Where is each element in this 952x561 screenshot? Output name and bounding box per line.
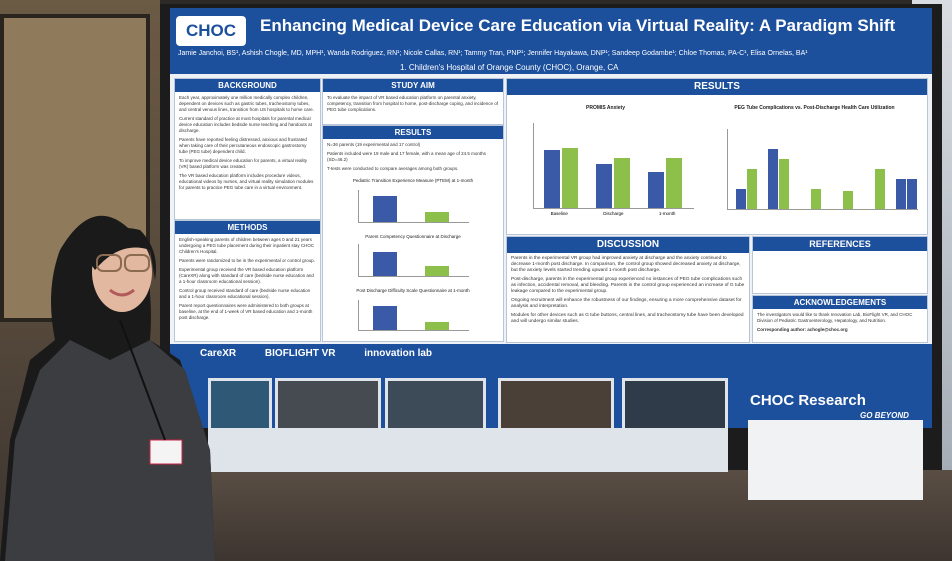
promis-bar — [614, 158, 630, 208]
innovation-lab-logo: innovation lab — [364, 348, 433, 359]
background-bullet: Each year, approximately one million med… — [179, 95, 314, 112]
promis-anxiety-chart: PROMIS Anxiety Baseline Discharge 1-mont… — [513, 105, 698, 225]
peg-bar — [811, 189, 821, 209]
poster-bottom-row — [208, 428, 728, 472]
competency-chart: Parent Competency Questionnaire at Disch… — [338, 234, 488, 284]
competency-bar-control — [425, 266, 449, 276]
background-bullet: To improve medical device education for … — [179, 158, 308, 169]
peg-bar — [896, 179, 906, 209]
poster-affiliation: 1. Children's Hospital of Orange County … — [400, 63, 619, 72]
promis-bar — [666, 158, 682, 208]
peg-bar — [747, 169, 757, 209]
difficulty-bar-control — [425, 322, 449, 330]
difficulty-bar-experimental — [373, 306, 397, 330]
promis-x-label: Discharge — [603, 211, 624, 216]
results-right-heading: RESULTS — [507, 79, 927, 95]
results-right-panel: RESULTS PROMIS Anxiety Baseline Discharg… — [506, 78, 928, 235]
choc-logo: CHOC — [176, 16, 246, 46]
promis-x-label: 1-month — [658, 211, 676, 216]
difficulty-chart-title: Post Discharge Difficulty Scale Question… — [356, 288, 470, 293]
background-bullet: The VR based education platform includes… — [179, 173, 314, 190]
research-poster: CHOC Enhancing Medical Device Care Educa… — [170, 8, 932, 428]
difficulty-chart: Post Discharge Difficulty Scale Question… — [338, 288, 488, 338]
methods-bullet: English-speaking parents of children bet… — [179, 237, 315, 254]
promis-bar — [562, 148, 578, 208]
peg-chart-title: PEG Tube Complications vs. Post-Discharg… — [734, 105, 895, 111]
peg-bar — [843, 191, 853, 209]
promis-bar — [648, 172, 664, 208]
ptem-bar-experimental — [373, 196, 397, 222]
vr-screenshot-5 — [622, 378, 728, 428]
promis-x-label: Baseline — [550, 211, 568, 216]
acknowledgements-panel: ACKNOWLEDGEMENTS The investigators would… — [752, 295, 928, 343]
results-bullet: Patients included were 19 male and 17 fe… — [327, 151, 486, 162]
background-panel: BACKGROUND Each year, approximately one … — [174, 78, 321, 220]
study-aim-panel: STUDY AIM To evaluate the impact of VR b… — [322, 78, 504, 125]
competency-bar-experimental — [373, 252, 397, 276]
vr-screenshot-4 — [498, 378, 614, 428]
methods-bullet: Experimental group received the VR based… — [179, 267, 314, 284]
acknowledgements-contact: Corresponding author: achogle@choc.org — [757, 327, 848, 332]
poster-header: CHOC Enhancing Medical Device Care Educa… — [170, 8, 932, 74]
competency-chart-title: Parent Competency Questionnaire at Disch… — [365, 234, 461, 239]
discussion-bullet: Modules for other devices such as G tube… — [511, 313, 744, 324]
bioflightvr-logo: BIOFLIGHT VR — [264, 348, 336, 359]
peg-bar — [875, 169, 885, 209]
methods-panel: METHODS English-speaking parents of chil… — [174, 220, 321, 342]
discussion-bullet: Parents in the experimental VR group had… — [511, 256, 741, 273]
discussion-bullet: Post-discharge, parents in the experimen… — [511, 277, 745, 294]
methods-bullet: Parent report questionnaires were admini… — [179, 303, 313, 320]
ptem-chart: Pediatric Transition Experience Measure … — [338, 178, 488, 230]
choc-research-tagline: GO BEYOND — [860, 411, 909, 420]
presenter-person — [0, 215, 215, 561]
references-panel: REFERENCES — [752, 236, 928, 294]
peg-bar — [736, 189, 746, 209]
vr-screenshot-1 — [208, 378, 272, 428]
partner-logos: CareXR BIOFLIGHT VR innovation lab — [200, 348, 458, 359]
background-bullet: Parents have reported feeling distressed… — [179, 137, 307, 154]
discussion-panel: DISCUSSION Parents in the experimental V… — [506, 236, 750, 343]
results-left-panel: RESULTS N=36 parents (19 experimental an… — [322, 125, 504, 342]
background-heading: BACKGROUND — [175, 79, 320, 92]
background-bullet: Current standard of practice at most hos… — [179, 116, 312, 133]
methods-bullet: Parents were randomized to be in the exp… — [179, 258, 315, 263]
vr-headset-photo — [748, 420, 923, 500]
study-aim-text: To evaluate the impact of VR based educa… — [327, 95, 499, 112]
results-heading: RESULTS — [323, 126, 503, 139]
promis-bar — [596, 164, 612, 208]
methods-bullet: Control group received standard of care … — [179, 288, 311, 299]
results-bullet: N=36 parents (19 experimental and 17 con… — [327, 142, 421, 147]
vr-screenshot-2 — [275, 378, 381, 428]
peg-complications-chart: PEG Tube Complications vs. Post-Discharg… — [707, 105, 922, 225]
vr-screenshot-3 — [385, 378, 486, 428]
peg-bar — [768, 149, 778, 209]
choc-research-logo: CHOC Research — [750, 392, 866, 409]
promis-chart-title: PROMIS Anxiety — [586, 105, 625, 111]
results-bullet: T-tests were conducted to compare averag… — [327, 166, 459, 171]
poster-authors: Jamie Janchoi, BS¹, Ashish Chogle, MD, M… — [178, 50, 808, 57]
references-heading: REFERENCES — [753, 237, 927, 251]
ptem-chart-title: Pediatric Transition Experience Measure … — [352, 178, 474, 183]
study-aim-heading: STUDY AIM — [323, 79, 503, 92]
discussion-bullet: Ongoing recruitment will enhance the rob… — [511, 298, 742, 309]
peg-bar — [907, 179, 917, 209]
poster-title: Enhancing Medical Device Care Education … — [260, 16, 896, 35]
acknowledgements-heading: ACKNOWLEDGEMENTS — [753, 296, 927, 309]
carexr-logo: CareXR — [200, 348, 237, 359]
discussion-heading: DISCUSSION — [507, 237, 749, 253]
peg-bar — [779, 159, 789, 209]
acknowledgements-text: The investigators would like to thank In… — [757, 312, 913, 323]
ptem-bar-control — [425, 212, 449, 222]
methods-heading: METHODS — [175, 221, 320, 234]
promis-bar — [544, 150, 560, 208]
